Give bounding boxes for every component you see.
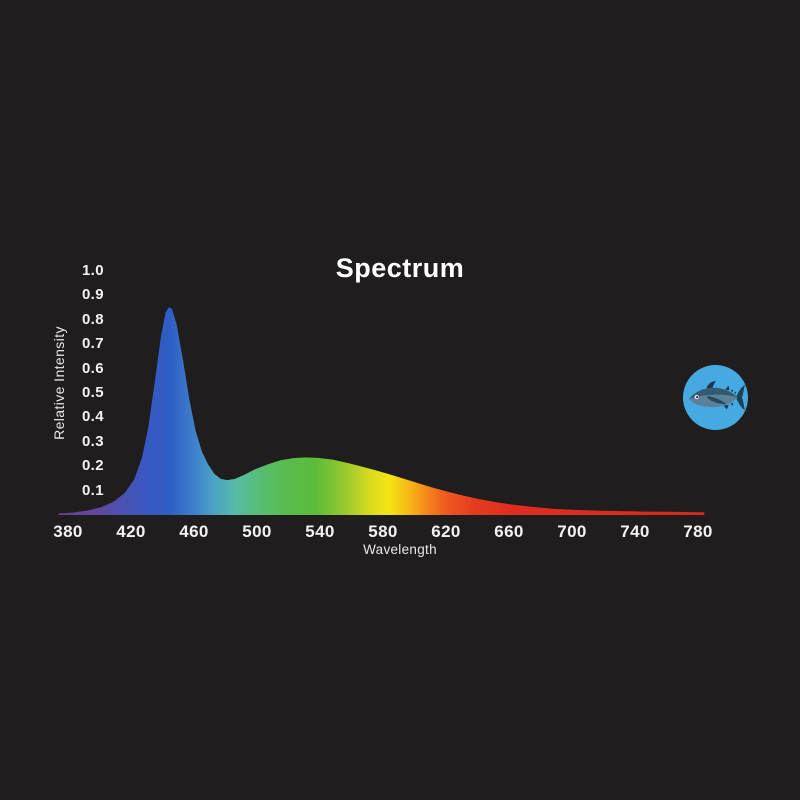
y-tick-label: 0.5 [81, 384, 104, 401]
y-tick-label: 0.1 [81, 481, 104, 499]
y-tick-label: 0.7 [81, 335, 104, 353]
fish-pectoral-fin [707, 395, 727, 405]
y-tick-label: 0.2 [81, 457, 104, 475]
chart-title: Spectrum [335, 253, 465, 283]
x-tick-label: 620 [431, 522, 461, 541]
y-tick-label: 0.8 [81, 310, 104, 328]
fish-icon [683, 365, 748, 430]
y-tick-label: 0.6 [81, 359, 104, 377]
x-tick-label: 540 [305, 522, 335, 541]
x-axis-label: Wavelength [363, 542, 437, 557]
x-tick-label: 580 [368, 522, 398, 541]
y-tick-label: 1.0 [81, 262, 104, 279]
x-tick-label: 380 [53, 522, 83, 541]
fish-finlets-top [725, 385, 737, 394]
y-axis-label: Relative Intensity [51, 326, 67, 440]
fish-tail [735, 384, 745, 411]
y-tick-label: 0.4 [81, 408, 104, 426]
x-tick-label: 420 [116, 522, 146, 541]
spectrum-curve [58, 307, 705, 515]
y-tick-label: 0.9 [81, 286, 104, 304]
y-tick-label: 0.3 [81, 432, 104, 450]
fish-dorsal-fin [706, 381, 717, 389]
x-tick-label: 740 [620, 522, 650, 541]
x-tick-label: 500 [242, 522, 272, 541]
fish-finlets-bottom [723, 402, 734, 410]
x-tick-label: 660 [494, 522, 524, 541]
x-tick-label: 700 [557, 522, 587, 541]
x-tick-label: 780 [683, 522, 713, 541]
fish-pupil [696, 396, 699, 399]
fish-back [689, 387, 738, 400]
x-tick-label: 460 [179, 522, 209, 541]
fish-logo-badge [683, 365, 748, 430]
